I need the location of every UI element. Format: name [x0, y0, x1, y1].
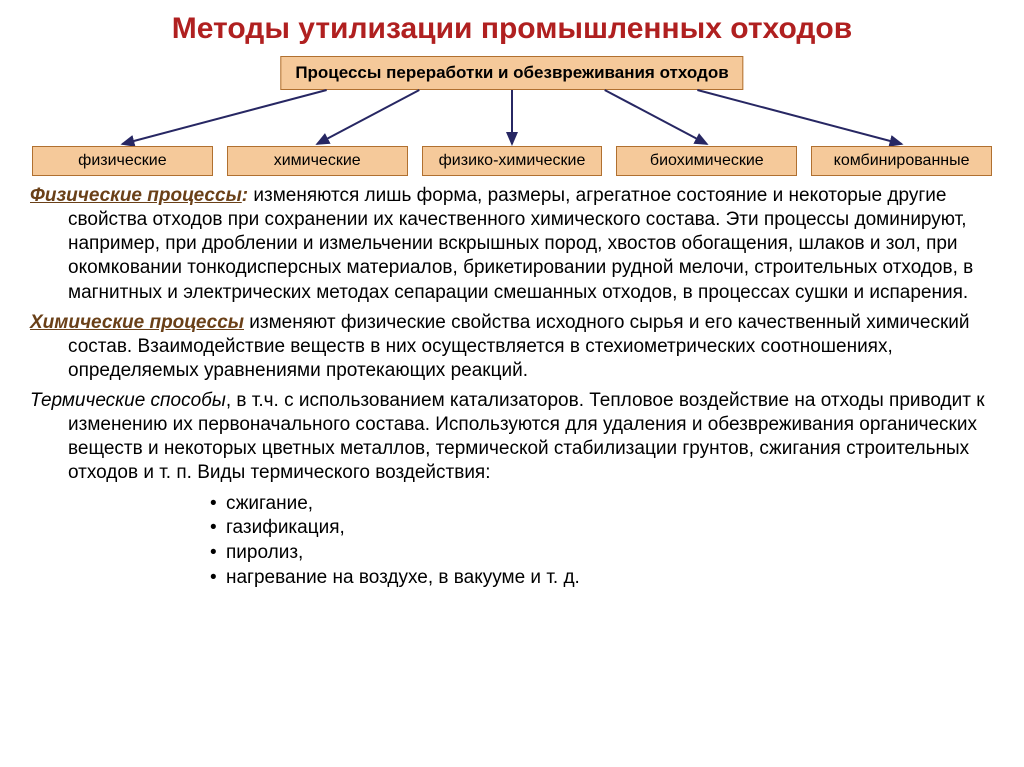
- page-title: Методы утилизации промышленных отходов: [30, 12, 994, 46]
- diagram-children-row: физические химические физико-химические био…: [30, 146, 994, 176]
- section-paragraph: Химические процессы изменяют физические …: [30, 311, 994, 383]
- section-term: Термические способы: [30, 390, 226, 411]
- section-paragraph: Физические процессы: изменяются лишь фор…: [30, 184, 994, 305]
- bullet-list: сжигание,газификация,пиролиз,нагревание …: [30, 492, 994, 591]
- content-area: Физические процессы: изменяются лишь фор…: [30, 184, 994, 590]
- bullet-item: пиролиз,: [210, 541, 994, 566]
- diagram-child-box: физико-химические: [422, 146, 603, 176]
- bullet-item: нагревание на воздухе, в вакууме и т. д.: [210, 566, 994, 591]
- diagram-child-box: физические: [32, 146, 213, 176]
- bullet-item: газификация,: [210, 516, 994, 541]
- diagram-child-box: биохимические: [616, 146, 797, 176]
- bullet-item: сжигание,: [210, 492, 994, 517]
- diagram-child-box: комбинированные: [811, 146, 992, 176]
- diagram-root-box: Процессы переработки и обезвреживания от…: [280, 56, 743, 90]
- section-separator: ,: [226, 390, 237, 411]
- section-term: Химические процессы: [30, 312, 244, 333]
- process-diagram: Процессы переработки и обезвреживания от…: [30, 56, 994, 176]
- diagram-child-box: химические: [227, 146, 408, 176]
- section-paragraph: Термические способы, в т.ч. с использова…: [30, 389, 994, 486]
- section-separator: :: [242, 185, 254, 206]
- section-term: Физические процессы: [30, 185, 242, 206]
